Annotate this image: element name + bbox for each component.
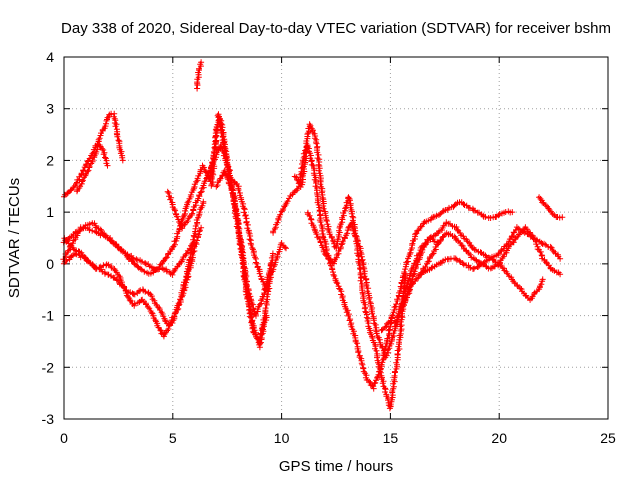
plot-frame [63, 56, 609, 420]
y-tick-label: -3 [42, 411, 55, 427]
series-trace-1 [61, 110, 126, 200]
axis-ticks [63, 56, 609, 420]
series-markers [378, 199, 516, 334]
series-markers [417, 255, 546, 303]
y-tick-label: -2 [42, 359, 55, 375]
y-tick-label: 1 [46, 204, 54, 220]
series-markers [194, 59, 205, 92]
y-tick-label: 3 [46, 101, 54, 117]
x-tick-label: 15 [383, 430, 399, 446]
series-trace-13 [304, 209, 442, 361]
chart-title: Day 338 of 2020, Sidereal Day-to-day VTE… [61, 20, 611, 37]
x-tick-label: 10 [274, 430, 290, 446]
x-tick-label: 0 [60, 430, 68, 446]
series-trace-8 [194, 59, 205, 92]
series-markers [74, 142, 111, 195]
series-markers [536, 194, 566, 221]
series-trace-2 [74, 142, 111, 195]
series-trace-17 [417, 255, 546, 303]
series-trace-4 [60, 220, 198, 278]
x-axis-label: GPS time / hours [279, 458, 393, 475]
y-tick-label: 0 [46, 256, 54, 272]
data-series [60, 59, 566, 412]
x-tick-label: 20 [491, 430, 507, 446]
series-trace-10 [213, 168, 270, 351]
x-tick-label: 25 [600, 430, 616, 446]
tick-labels: 0 5 10 15 20 25 -3 -2 -1 0 1 2 3 4 [42, 49, 616, 446]
y-tick-label: -1 [42, 308, 55, 324]
series-markers [400, 224, 564, 308]
x-tick-label: 5 [169, 430, 177, 446]
series-markers [270, 121, 409, 412]
series-markers [213, 168, 270, 351]
series-markers [60, 220, 198, 278]
y-tick-label: 4 [46, 49, 54, 65]
series-trace-14 [378, 199, 516, 334]
series-trace-18 [536, 194, 566, 221]
y-axis-label: SDTVAR / TECUs [6, 178, 23, 298]
y-tick-label: 2 [46, 152, 54, 168]
